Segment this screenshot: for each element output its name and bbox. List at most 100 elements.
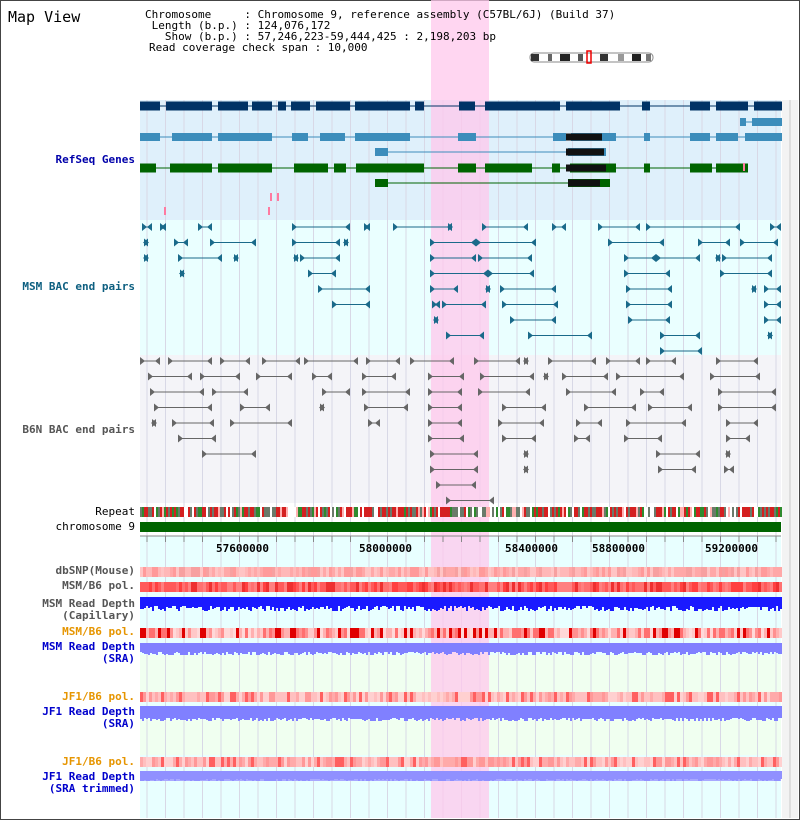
depth-bar bbox=[604, 643, 606, 653]
heat-cell bbox=[734, 628, 737, 638]
repeat-segment bbox=[510, 507, 512, 517]
bac-end-marker bbox=[322, 388, 327, 396]
depth-bar bbox=[462, 706, 464, 720]
heat-cell bbox=[725, 567, 728, 577]
depth-bar bbox=[626, 597, 628, 610]
heat-cell bbox=[410, 582, 413, 592]
depth-bar bbox=[498, 643, 500, 652]
depth-bar bbox=[276, 597, 278, 608]
heat-cell bbox=[500, 757, 503, 767]
heat-cell bbox=[776, 757, 779, 767]
depth-bar bbox=[242, 643, 244, 654]
heat-cell bbox=[758, 582, 761, 592]
heat-cell bbox=[332, 567, 335, 577]
depth-bar bbox=[310, 706, 312, 718]
depth-bar bbox=[236, 771, 238, 779]
bac-end-marker bbox=[345, 223, 350, 231]
repeat-segment bbox=[146, 507, 148, 517]
depth-bar bbox=[594, 643, 596, 654]
gene-tick bbox=[164, 207, 166, 215]
depth-bar bbox=[714, 771, 716, 779]
depth-bar bbox=[606, 597, 608, 610]
heat-cell bbox=[689, 582, 692, 592]
depth-bar bbox=[684, 706, 686, 718]
depth-bar bbox=[424, 771, 426, 779]
repeat-segment bbox=[322, 507, 324, 517]
depth-bar bbox=[190, 771, 192, 781]
bac-end-marker bbox=[365, 300, 370, 309]
depth-bar bbox=[458, 706, 460, 718]
heat-cell bbox=[713, 582, 716, 592]
repeat-segment bbox=[634, 507, 636, 517]
bac-end-marker bbox=[502, 300, 507, 309]
gene-exon bbox=[752, 118, 782, 126]
depth-bar bbox=[226, 706, 228, 719]
repeat-segment bbox=[244, 507, 246, 517]
depth-bar bbox=[614, 706, 616, 719]
depth-bar bbox=[164, 771, 166, 779]
heat-cell bbox=[347, 757, 350, 767]
heat-cell bbox=[302, 567, 305, 577]
depth-bar bbox=[170, 706, 172, 721]
bac-end-marker bbox=[566, 388, 571, 396]
heat-cell bbox=[587, 567, 590, 577]
track-label-b6n-bac[interactable]: B6N BAC end pairs bbox=[22, 423, 135, 436]
depth-bar bbox=[170, 643, 172, 655]
heat-cell bbox=[440, 757, 443, 767]
depth-bar bbox=[636, 643, 638, 653]
gene-exon bbox=[566, 164, 606, 172]
bac-end-marker bbox=[198, 223, 203, 231]
repeat-segment bbox=[370, 507, 372, 517]
bac-end-marker bbox=[665, 269, 670, 278]
repeat-segment bbox=[200, 507, 202, 517]
bac-end-marker bbox=[233, 254, 238, 262]
track-label-refseq[interactable]: RefSeq Genes bbox=[55, 153, 135, 166]
heat-cell bbox=[353, 757, 356, 767]
bac-end-marker bbox=[251, 450, 256, 458]
heat-cell bbox=[146, 628, 149, 638]
heat-cell bbox=[770, 628, 773, 638]
bac-end-marker bbox=[142, 223, 147, 231]
bac-end-marker bbox=[304, 357, 309, 365]
depth-bar bbox=[674, 771, 676, 781]
heat-cell bbox=[209, 567, 212, 577]
heat-cell bbox=[332, 757, 335, 767]
heat-cell bbox=[380, 628, 383, 638]
repeat-segment bbox=[190, 507, 192, 517]
depth-bar bbox=[442, 643, 444, 652]
heat-cell bbox=[287, 757, 290, 767]
bac-end-marker bbox=[726, 434, 731, 443]
depth-bar bbox=[336, 706, 338, 720]
heat-cell bbox=[293, 692, 296, 702]
heat-cell bbox=[431, 628, 434, 638]
depth-bar bbox=[580, 771, 582, 780]
heat-cell bbox=[743, 567, 746, 577]
depth-bar bbox=[650, 597, 652, 607]
depth-bar bbox=[372, 643, 374, 655]
depth-bar bbox=[228, 597, 230, 609]
depth-bar bbox=[510, 706, 512, 721]
heat-cell bbox=[197, 582, 200, 592]
repeat-segment bbox=[616, 507, 618, 517]
depth-bar bbox=[150, 771, 152, 780]
depth-bar bbox=[224, 597, 226, 607]
depth-bar bbox=[712, 643, 714, 653]
heat-cell bbox=[338, 692, 341, 702]
heat-cell bbox=[470, 567, 473, 577]
depth-bar bbox=[500, 597, 502, 611]
bac-end-marker bbox=[178, 434, 183, 443]
depth-bar bbox=[680, 643, 682, 655]
bac-end-marker bbox=[395, 357, 400, 365]
heat-cell bbox=[170, 567, 173, 577]
depth-bar bbox=[620, 771, 622, 779]
repeat-segment bbox=[182, 507, 184, 517]
repeat-segment bbox=[340, 507, 342, 517]
depth-bar bbox=[764, 597, 766, 607]
track-label-msm-bac[interactable]: MSM BAC end pairs bbox=[22, 280, 135, 293]
repeat-segment bbox=[766, 507, 768, 517]
depth-bar bbox=[618, 771, 620, 779]
depth-bar bbox=[148, 706, 150, 718]
bac-end-marker bbox=[628, 316, 633, 324]
depth-bar bbox=[600, 597, 602, 610]
